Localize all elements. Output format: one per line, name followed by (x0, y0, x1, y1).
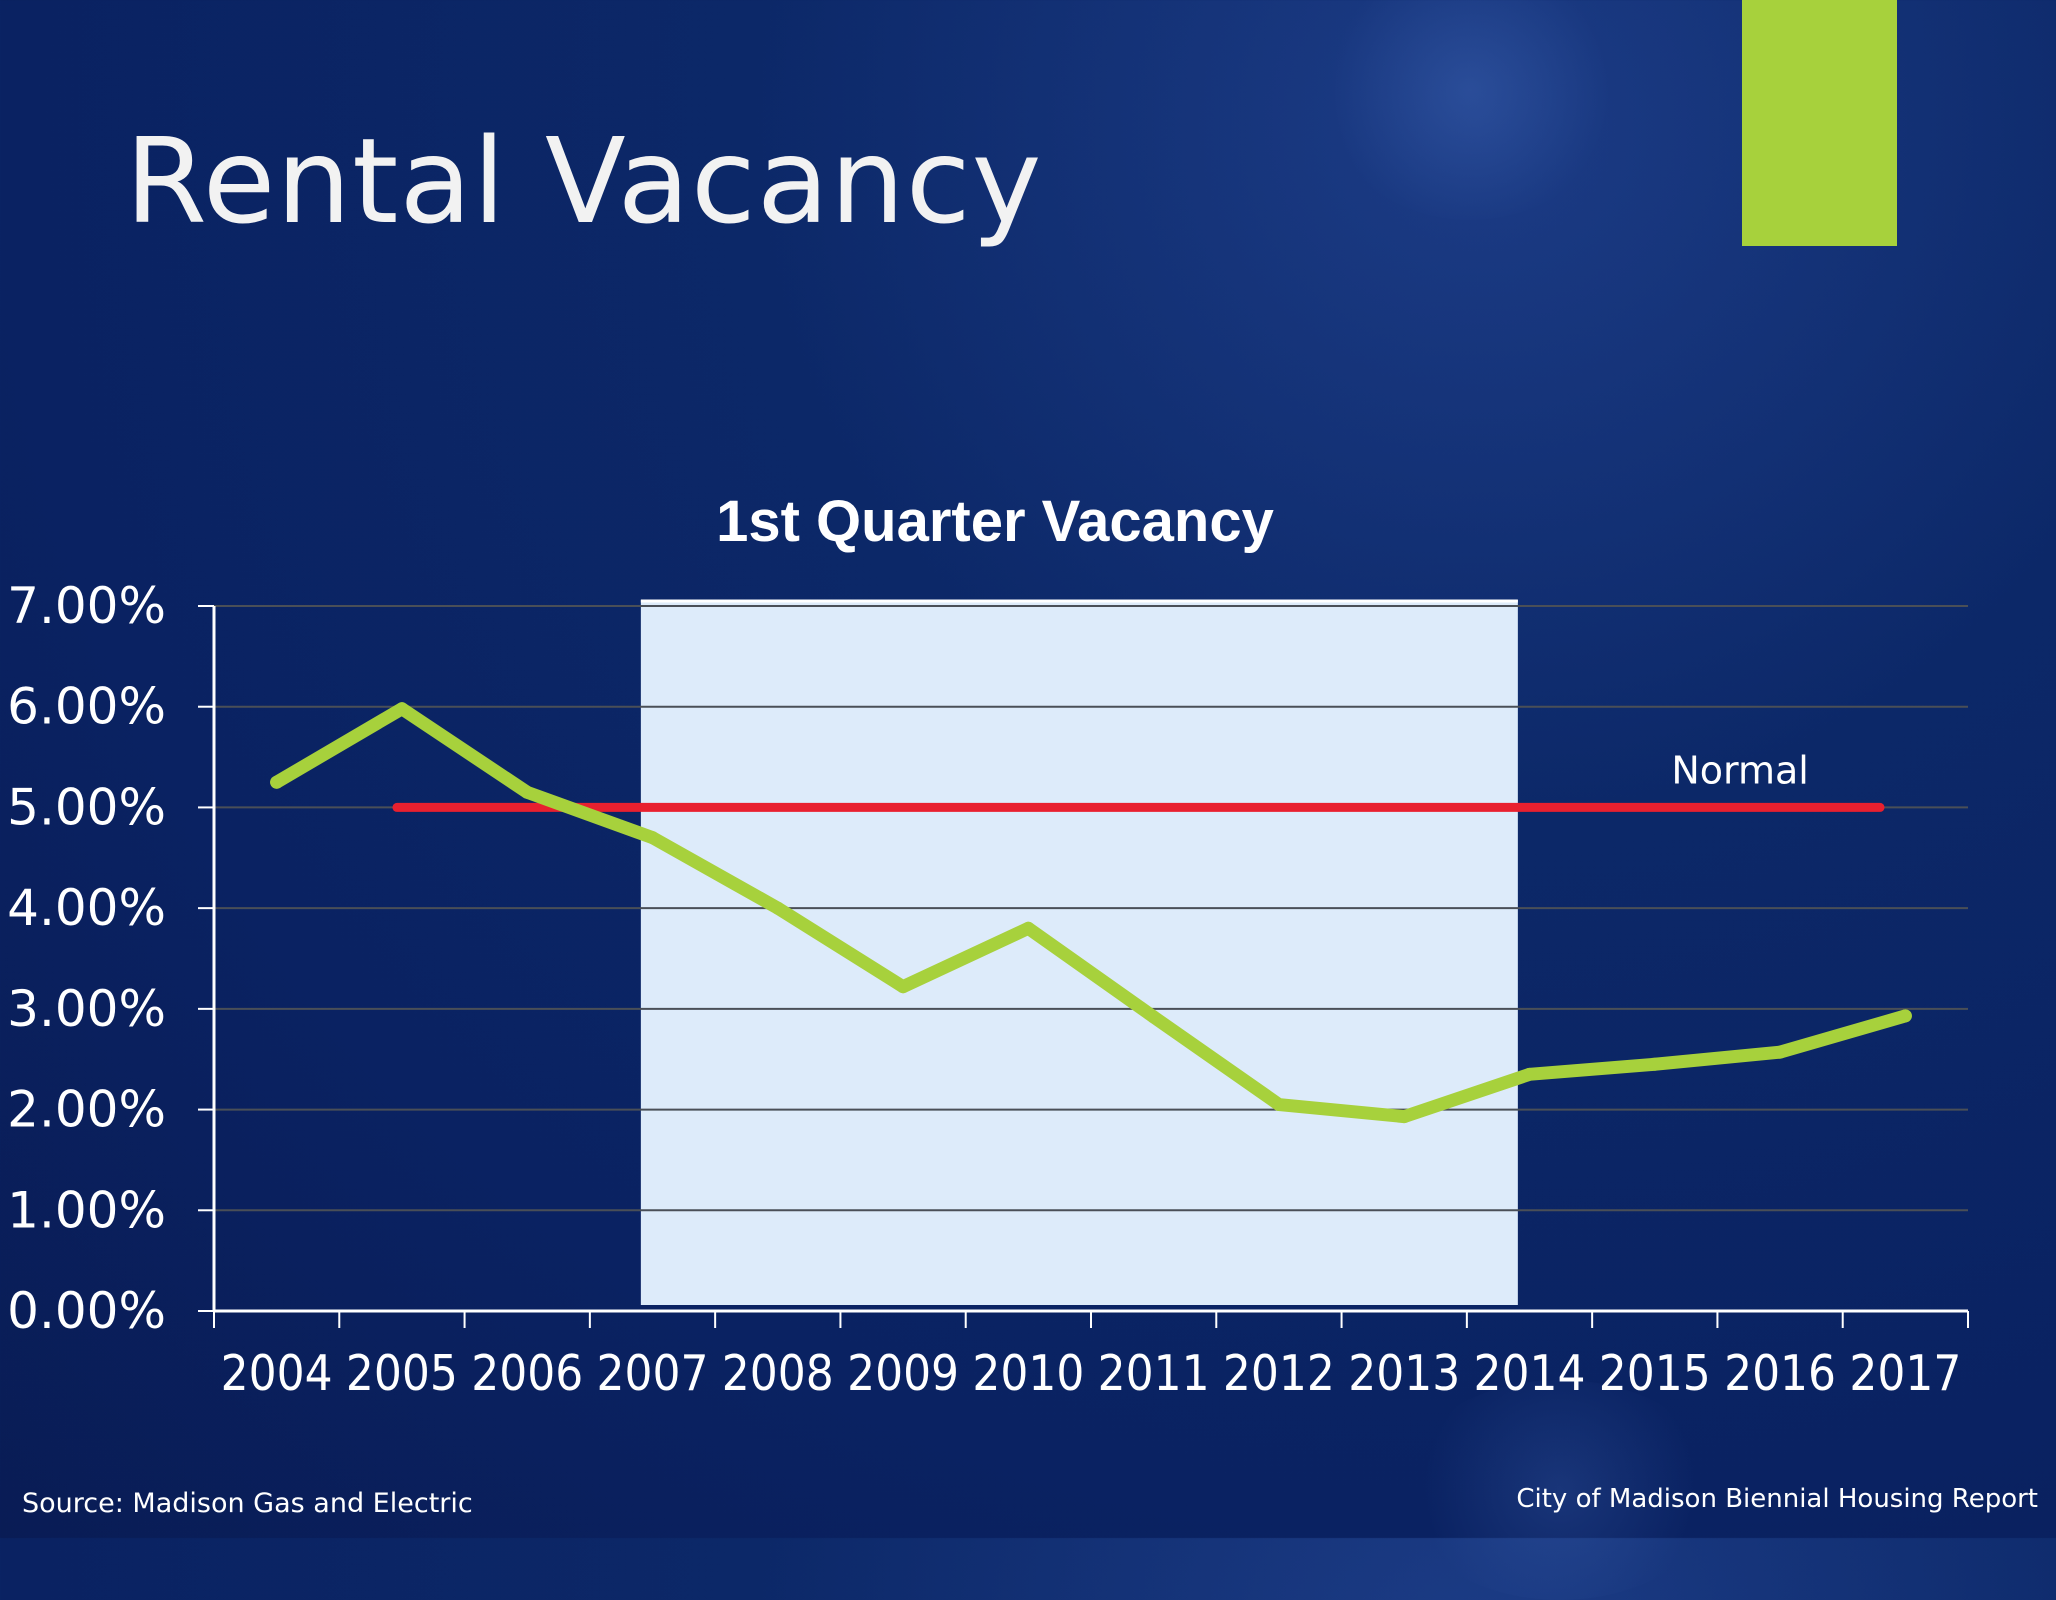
vacancy-data-point (1397, 1110, 1411, 1124)
x-tick-label: 2006 (471, 1345, 583, 1402)
x-tick-label: 2015 (1599, 1345, 1711, 1402)
vacancy-data-point (270, 775, 284, 789)
vacancy-series-line (270, 702, 1912, 1124)
vacancy-line-chart: 0.00% 1.00% 2.00% 3.00% 4.00% 5.00% 6.00% 7.00%… (7, 577, 1968, 1402)
vacancy-data-point (1147, 1010, 1161, 1024)
y-tick-label: 1.00% (7, 1181, 166, 1239)
vacancy-data-point (1773, 1045, 1787, 1059)
y-tick-label: 3.00% (7, 980, 166, 1038)
vacancy-data-point (1523, 1067, 1536, 1081)
vacancy-data-point (395, 702, 409, 716)
x-tick-label: 2016 (1724, 1345, 1836, 1402)
normal-reference-label: Normal (1671, 748, 1809, 792)
y-tick-label: 2.00% (7, 1081, 166, 1139)
report-credit: City of Madison Biennial Housing Report (1516, 1484, 2038, 1514)
vacancy-data-point (1898, 1009, 1912, 1023)
y-tick-label: 5.00% (7, 778, 166, 836)
x-tick-label: 2014 (1474, 1345, 1586, 1402)
vacancy-data-point (1021, 921, 1035, 935)
vacancy-data-point (1272, 1098, 1286, 1112)
y-tick-label: 0.00% (7, 1282, 166, 1340)
x-tick-label: 2007 (597, 1345, 709, 1402)
vacancy-data-point (520, 785, 534, 799)
accent-bar (1742, 0, 1897, 246)
vacancy-data-point (771, 901, 785, 915)
source-note: Source: Madison Gas and Electric (22, 1488, 473, 1519)
vacancy-data-point (1648, 1057, 1662, 1071)
background-glow (1320, 0, 1620, 220)
x-tick-label: 2004 (221, 1345, 333, 1402)
x-tick-label: 2012 (1223, 1345, 1335, 1402)
x-tick-label: 2017 (1849, 1345, 1961, 1402)
x-tick-label: 2013 (1348, 1345, 1460, 1402)
vacancy-data-point (896, 980, 910, 994)
chart-title: 1st Quarter Vacancy (716, 489, 1274, 554)
y-tick-label: 7.00% (7, 577, 166, 635)
x-tick-label: 2005 (346, 1345, 458, 1402)
x-tick-label: 2011 (1098, 1345, 1210, 1402)
y-tick-label: 6.00% (7, 678, 166, 736)
vacancy-data-point (646, 831, 659, 845)
slide-title: Rental Vacancy (125, 112, 1043, 250)
x-tick-label: 2008 (722, 1345, 834, 1402)
shaded-region (640, 600, 1518, 1305)
x-tick-label: 2009 (847, 1345, 959, 1402)
x-tick-label: 2010 (972, 1345, 1084, 1402)
y-tick-label: 4.00% (7, 879, 166, 937)
